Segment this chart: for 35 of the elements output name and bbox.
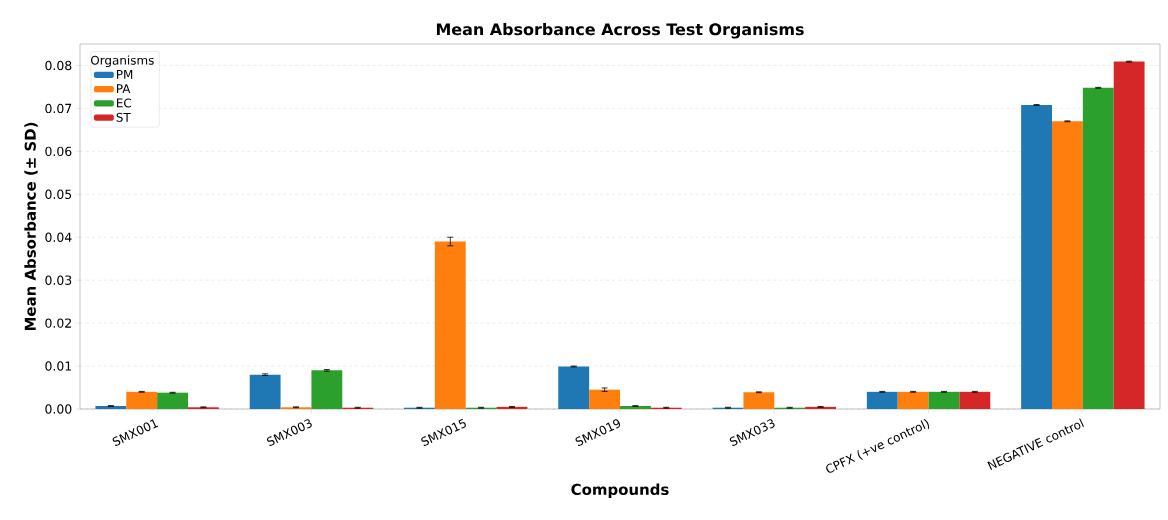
legend-label: EC bbox=[116, 98, 132, 108]
bar bbox=[1082, 87, 1114, 409]
bar bbox=[434, 241, 466, 409]
bar bbox=[589, 389, 620, 409]
legend-label: ST bbox=[116, 112, 131, 122]
bar bbox=[1052, 121, 1083, 409]
bar bbox=[1113, 61, 1145, 409]
y-tick-label: 0.02 bbox=[45, 318, 71, 328]
bar bbox=[249, 374, 281, 409]
y-tick-label: 0.00 bbox=[45, 404, 72, 414]
bar bbox=[311, 370, 343, 409]
y-tick-label: 0.05 bbox=[45, 189, 72, 199]
y-tick-label: 0.01 bbox=[45, 361, 72, 371]
y-tick-label: 0.03 bbox=[45, 275, 72, 285]
bar bbox=[866, 391, 898, 409]
bar bbox=[1021, 104, 1052, 409]
bar bbox=[897, 391, 929, 409]
bar bbox=[95, 405, 127, 409]
bar bbox=[620, 405, 651, 409]
legend-label: PA bbox=[116, 84, 131, 93]
x-axis-title: Compounds bbox=[571, 483, 669, 498]
bar bbox=[959, 391, 991, 409]
legend-title: Organisms bbox=[90, 55, 154, 68]
bar bbox=[928, 391, 960, 409]
y-tick-label: 0.08 bbox=[45, 60, 72, 71]
bar bbox=[743, 392, 775, 409]
y-tick-label: 0.07 bbox=[45, 103, 72, 114]
chart-title: Mean Absorbance Across Test Organisms bbox=[436, 22, 804, 39]
y-tick-label: 0.06 bbox=[45, 146, 72, 157]
y-tick-label: 0.04 bbox=[45, 232, 72, 242]
bar bbox=[126, 391, 158, 409]
bar bbox=[157, 392, 188, 409]
y-axis-title: Mean Absorbance (± SD) bbox=[24, 122, 38, 331]
legend-label: PM bbox=[116, 70, 133, 79]
bar bbox=[558, 366, 590, 409]
